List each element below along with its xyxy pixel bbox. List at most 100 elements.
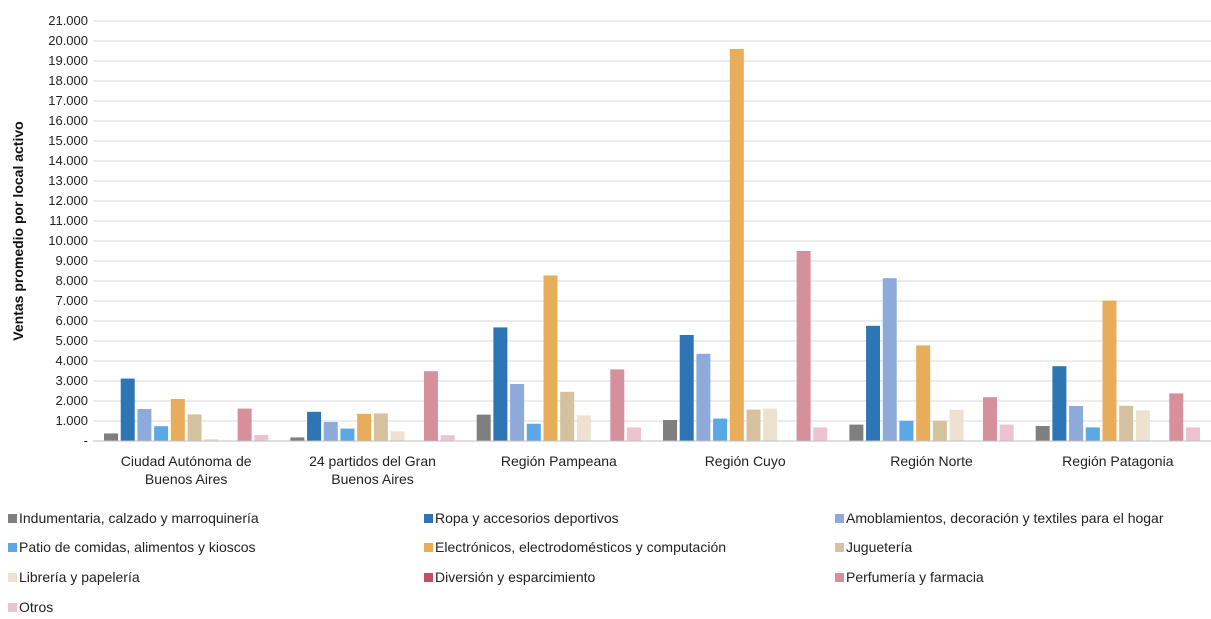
- bar: [1119, 405, 1134, 441]
- y-tick-label: 8.000: [55, 273, 88, 288]
- category-label: Región Patagonia: [1062, 453, 1174, 469]
- bar: [154, 426, 169, 441]
- bar: [746, 409, 761, 441]
- bar: [899, 420, 914, 441]
- bar: [1035, 426, 1050, 441]
- y-tick-label: 19.000: [48, 53, 88, 68]
- bar: [1185, 427, 1200, 441]
- legend-label: Otros: [19, 599, 53, 615]
- y-tick-label: 4.000: [55, 353, 88, 368]
- y-tick-label: 6.000: [55, 313, 88, 328]
- legend-label: Perfumería y farmacia: [846, 569, 984, 585]
- y-tick-label: 7.000: [55, 293, 88, 308]
- bar: [390, 431, 405, 441]
- bar: [373, 413, 388, 441]
- bar: [323, 422, 338, 441]
- y-tick-label: 5.000: [55, 333, 88, 348]
- bar: [763, 408, 778, 441]
- legend: Indumentaria, calzado y marroquinería Rop…: [8, 510, 1164, 615]
- bar: [982, 397, 997, 441]
- bar: [560, 391, 575, 441]
- legend-label: Diversión y esparcimiento: [435, 569, 595, 585]
- legend-label: Librería y papelería: [19, 569, 140, 585]
- y-tick-label: 3.000: [55, 373, 88, 388]
- bar: [949, 409, 964, 441]
- legend-label: Patio de comidas, alimentos y kioscos: [19, 539, 256, 555]
- bar: [932, 420, 947, 441]
- legend-swatch: [8, 514, 17, 523]
- y-tick-label: 20.000: [48, 33, 88, 48]
- y-tick-label: 21.000: [48, 13, 88, 28]
- bar: [254, 435, 269, 441]
- bar: [1052, 366, 1067, 441]
- bars: [104, 49, 1200, 441]
- y-tick-label: 14.000: [48, 153, 88, 168]
- bar: [290, 437, 305, 441]
- legend-label: Electrónicos, electrodomésticos y comput…: [435, 539, 726, 555]
- legend-swatch: [835, 573, 844, 582]
- bar: [170, 399, 185, 441]
- bar: [796, 251, 811, 441]
- legend-label: Ropa y accesorios deportivos: [435, 510, 619, 526]
- legend-swatch: [424, 514, 433, 523]
- bar: [526, 423, 541, 441]
- bar: [999, 424, 1014, 441]
- category-label: Buenos Aires: [331, 471, 414, 487]
- y-tick-label: 1.000: [55, 413, 88, 428]
- category-label: Buenos Aires: [145, 471, 228, 487]
- bar: [476, 414, 491, 441]
- bar: [137, 409, 152, 441]
- bar: [663, 420, 678, 441]
- legend-swatch: [424, 543, 433, 552]
- bar: [1085, 427, 1100, 441]
- y-tick-label: 10.000: [48, 233, 88, 248]
- category-label: Región Pampeana: [501, 453, 617, 469]
- bar: [120, 378, 135, 441]
- bar: [423, 371, 438, 441]
- bar: [493, 327, 508, 441]
- category-label: 24 partidos del Gran: [309, 453, 436, 469]
- bar: [729, 49, 744, 441]
- bar: [340, 428, 355, 441]
- y-tick-label: 11.000: [49, 213, 88, 228]
- bar: [866, 325, 881, 441]
- bar: [1102, 300, 1117, 441]
- legend-swatch: [8, 543, 17, 552]
- bar: [440, 435, 455, 441]
- bar: [610, 369, 625, 441]
- bar: [916, 345, 931, 441]
- category-label: Ciudad Autónoma de: [121, 453, 252, 469]
- y-tick-label: 16.000: [48, 113, 88, 128]
- legend-label: Indumentaria, calzado y marroquinería: [19, 510, 259, 526]
- bar: [1135, 410, 1150, 441]
- gridlines: [93, 20, 1211, 422]
- y-tick-label: 2.000: [55, 393, 88, 408]
- legend-swatch: [8, 603, 17, 612]
- bar: [813, 427, 828, 441]
- y-axis-ticks: - 1.000 2.000 3.000 4.000 5.000 6.000 7.000 8.00…: [48, 13, 88, 448]
- bar: [543, 275, 558, 441]
- bar: [696, 353, 711, 441]
- bar: [307, 411, 322, 441]
- y-tick-label: 18.000: [48, 73, 88, 88]
- legend-swatch: [8, 573, 17, 582]
- legend-label: Amoblamientos, decoración y textiles par…: [846, 510, 1164, 526]
- y-tick-label: 17.000: [48, 93, 88, 108]
- bar: [357, 413, 372, 441]
- legend-swatch: [835, 543, 844, 552]
- bar: [576, 415, 591, 441]
- bar: [849, 424, 864, 441]
- bar: [1069, 406, 1084, 441]
- bar: [237, 408, 252, 441]
- legend-label: Juguetería: [846, 539, 912, 555]
- y-tick-label: -: [84, 433, 88, 448]
- bar: [204, 439, 219, 441]
- y-axis-label: Ventas promedio por local activo: [10, 121, 26, 340]
- y-tick-label: 13.000: [48, 173, 88, 188]
- y-tick-label: 9.000: [55, 253, 88, 268]
- category-label: Región Cuyo: [705, 453, 786, 469]
- bar: [510, 384, 525, 441]
- y-tick-label: 15.000: [48, 133, 88, 148]
